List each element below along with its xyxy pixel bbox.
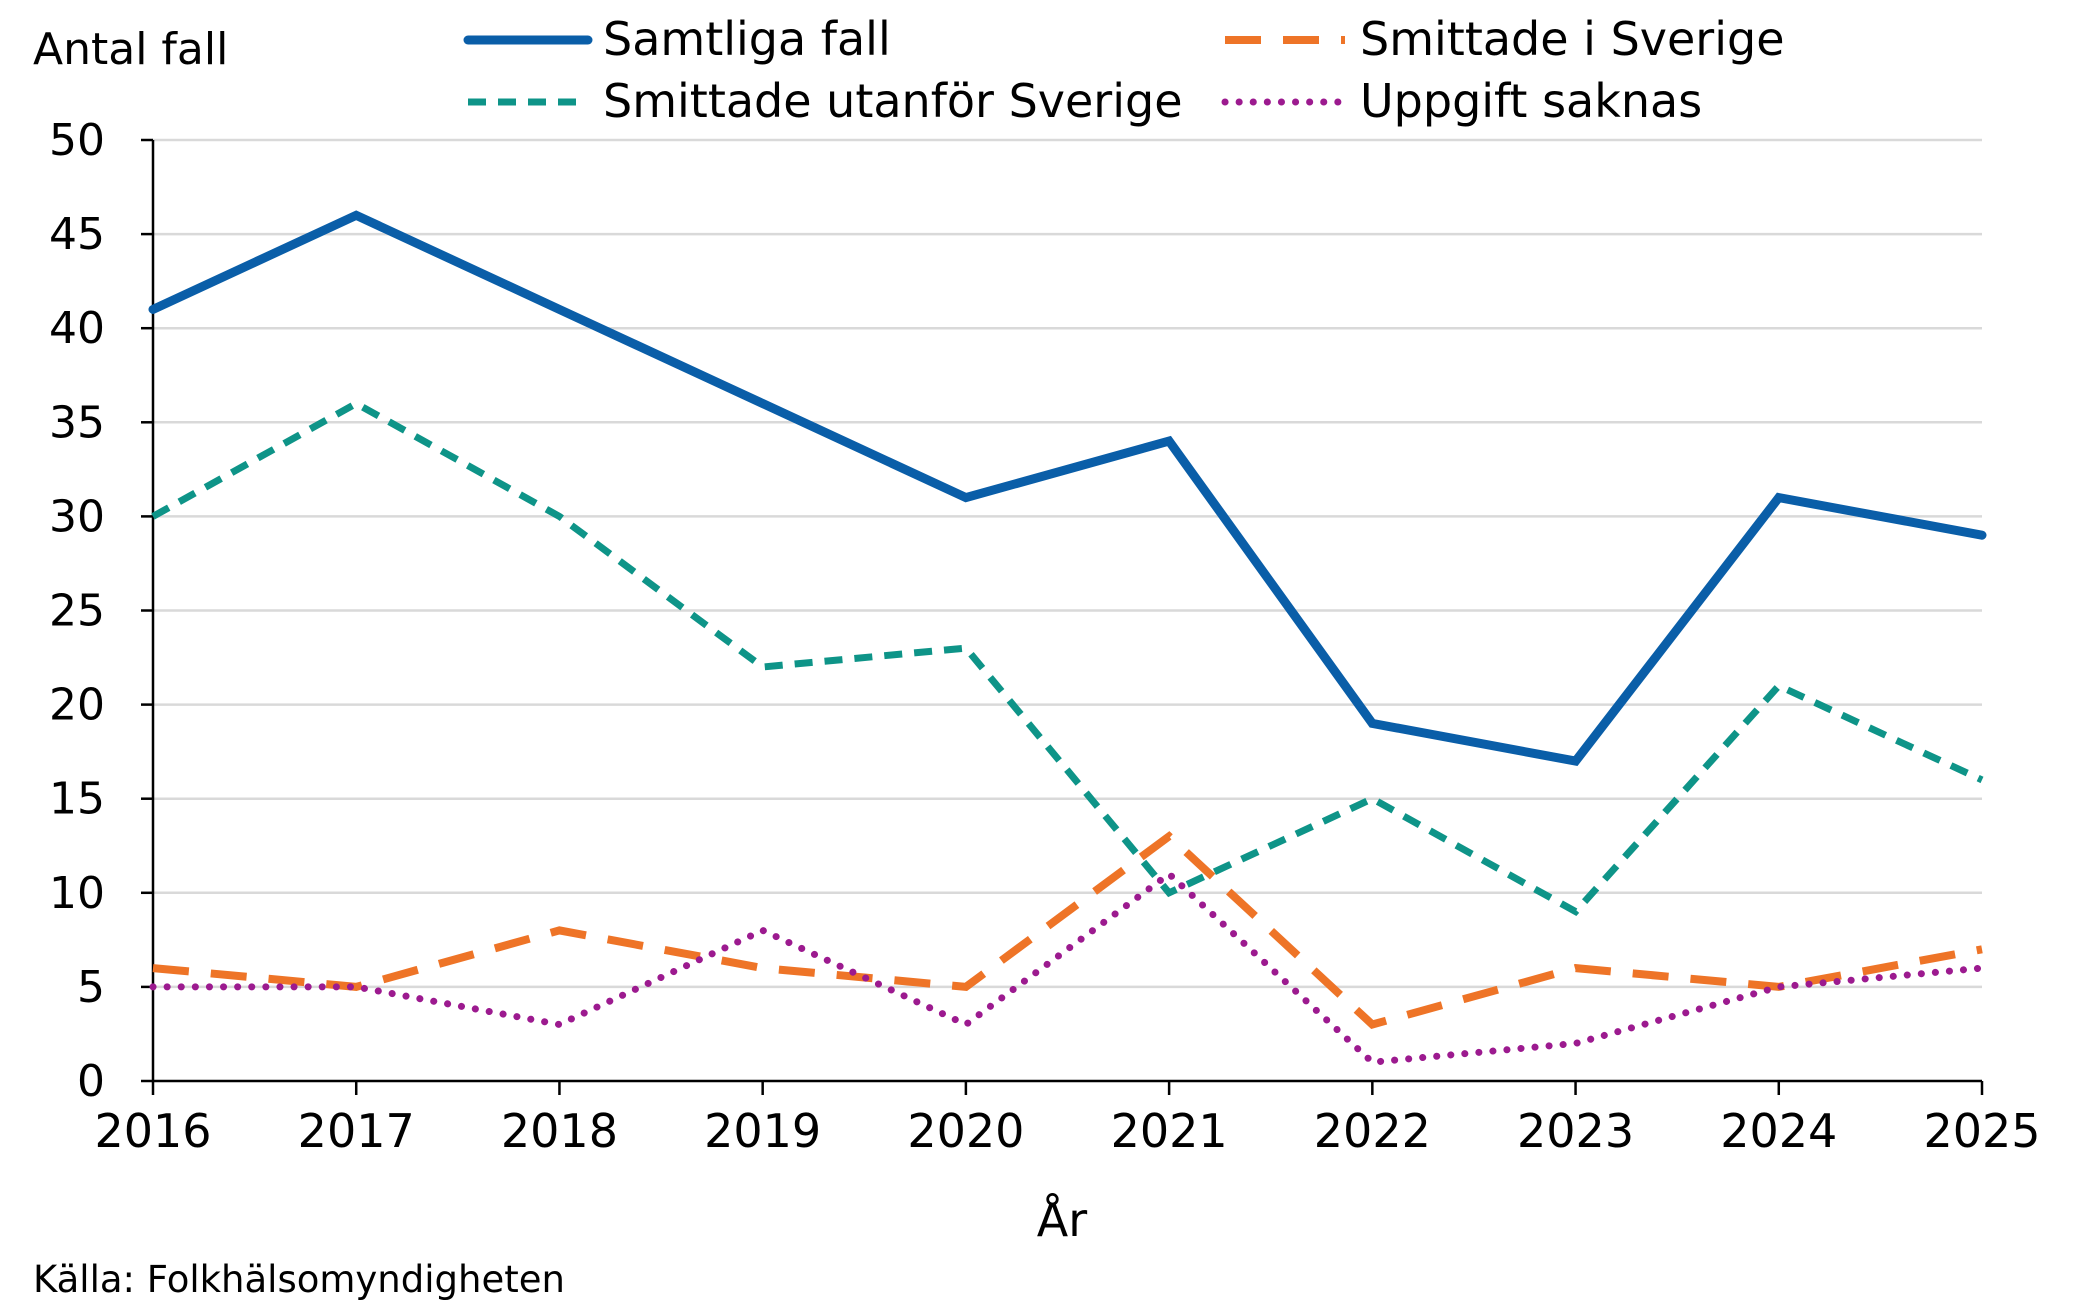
x-tick-label: 2022 [1314, 1104, 1431, 1158]
legend-label: Smittade i Sverige [1360, 12, 1785, 66]
series-line-samtliga-fall [148, 210, 1987, 767]
y-tick-label: 30 [49, 491, 105, 542]
source-note: Källa: Folkhälsomyndigheten [33, 1258, 565, 1300]
x-tick-label: 2018 [501, 1104, 618, 1158]
y-tick-label: 0 [77, 1056, 105, 1107]
legend-item: Uppgift saknas [1221, 74, 1702, 128]
y-axis-label: Antal fall [33, 24, 228, 75]
y-tick-label: 40 [49, 303, 105, 354]
x-axis-label: År [1037, 1193, 1087, 1247]
y-tick-label: 35 [49, 397, 105, 448]
y-tick-label: 20 [49, 680, 105, 731]
legend-item: Samtliga fall [463, 12, 891, 66]
series-line-uppgift-saknas [149, 869, 1986, 1066]
x-tick-label: 2017 [298, 1104, 415, 1158]
x-tick-label: 2016 [94, 1104, 211, 1158]
legend: Samtliga fall Smittade i Sverige Smittade … [463, 12, 1785, 128]
y-tick-label: 25 [49, 586, 105, 637]
gridlines [153, 138, 1982, 989]
series-lines [148, 210, 1987, 1066]
y-tick-label: 5 [77, 962, 105, 1013]
y-tick-label: 45 [49, 209, 105, 260]
series-line-smittade-i-sverige [152, 831, 1983, 1029]
legend-label: Uppgift saknas [1360, 74, 1702, 128]
y-tick-label: 10 [49, 868, 105, 919]
legend-item: Smittade i Sverige [1225, 12, 1785, 66]
legend-item: Smittade utanför Sverige [468, 74, 1183, 128]
x-tick-label: 2023 [1517, 1104, 1634, 1158]
legend-label: Samtliga fall [603, 12, 891, 66]
legend-label: Smittade utanför Sverige [603, 74, 1183, 128]
series-line-smittade-utanf-r-sverige [151, 399, 1984, 917]
y-tick-label: 50 [49, 115, 105, 166]
x-tick-label: 2019 [704, 1104, 821, 1158]
x-tick-label: 2024 [1720, 1104, 1837, 1158]
x-tick-label: 2021 [1111, 1104, 1228, 1158]
x-tick-label: 2020 [907, 1104, 1024, 1158]
y-tick-label: 15 [49, 774, 105, 825]
x-tick-label: 2025 [1923, 1104, 2040, 1158]
